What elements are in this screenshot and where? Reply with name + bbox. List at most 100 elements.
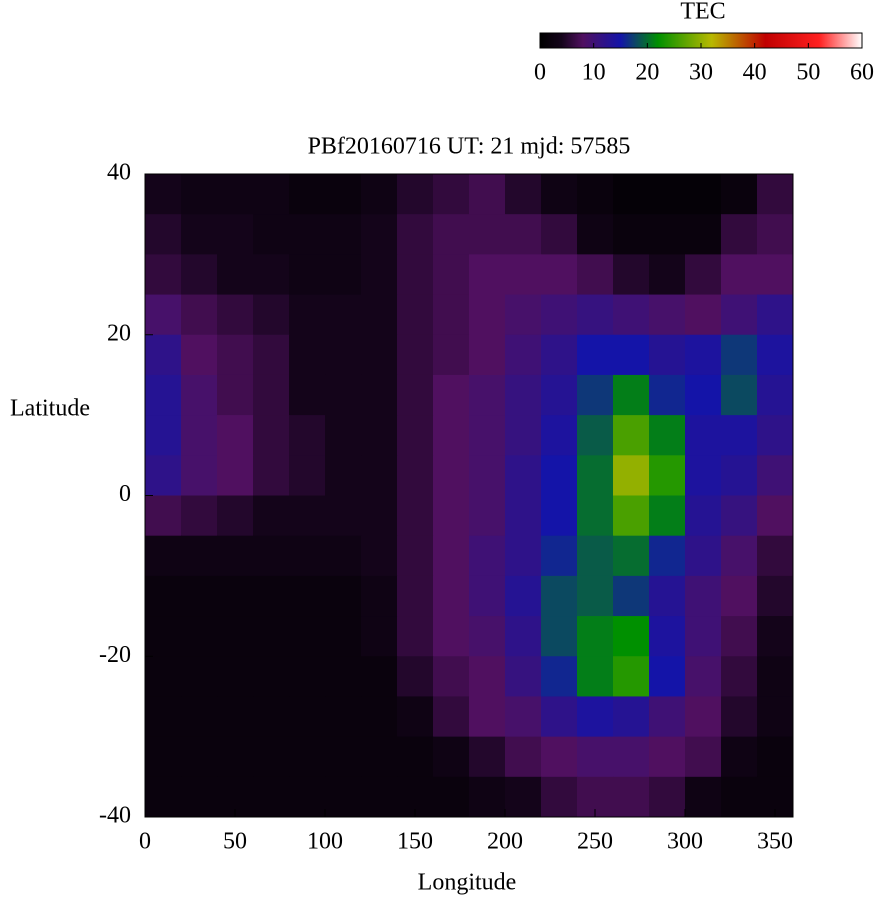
heatmap-cell — [577, 575, 614, 617]
y-tick-label: 20 — [107, 320, 131, 346]
heatmap-cell — [289, 656, 326, 697]
heatmap-cell — [217, 736, 254, 778]
heatmap-cell — [469, 616, 506, 657]
heatmap-cell — [217, 334, 254, 376]
heatmap-cell — [433, 374, 470, 416]
heatmap-cell — [181, 495, 218, 537]
heatmap-cell — [721, 616, 758, 657]
heatmap-cell — [613, 334, 650, 376]
heatmap-cell — [253, 656, 290, 697]
heatmap-cell — [145, 254, 182, 296]
heatmap-cell — [757, 616, 794, 657]
heatmap-cell — [649, 374, 686, 416]
heatmap-cell — [685, 415, 722, 456]
heatmap-cell — [145, 535, 182, 577]
heatmap-cell — [649, 415, 686, 456]
heatmap-cell — [181, 254, 218, 296]
heatmap-cell — [505, 616, 542, 657]
heatmap-cell — [433, 776, 470, 818]
heatmap-cell — [613, 415, 650, 456]
heatmap-cell — [469, 174, 506, 215]
x-tick-label: 0 — [139, 829, 151, 855]
heatmap-cell — [145, 334, 182, 376]
heatmap-cell — [577, 374, 614, 416]
heatmap-cell — [721, 374, 758, 416]
heatmap-cell — [757, 575, 794, 617]
heatmap-cell — [505, 696, 542, 738]
heatmap-cell — [181, 294, 218, 336]
heatmap-cell — [577, 535, 614, 577]
heatmap-cell — [721, 294, 758, 336]
heatmap-cell — [541, 455, 578, 496]
heatmap-cell — [397, 174, 434, 215]
heatmap-cell — [721, 455, 758, 496]
heatmap-cell — [361, 656, 398, 697]
heatmap-cell — [541, 254, 578, 296]
heatmap-cell — [325, 656, 362, 697]
heatmap-cell — [541, 736, 578, 778]
heatmap-cell — [577, 656, 614, 697]
heatmap-cell — [145, 776, 182, 818]
heatmap-cell — [361, 455, 398, 496]
heatmap-cell — [325, 455, 362, 496]
heatmap-cell — [577, 495, 614, 537]
heatmap-cell — [289, 616, 326, 657]
heatmap-cell — [181, 696, 218, 738]
heatmap-cell — [649, 455, 686, 496]
heatmap-cell — [145, 455, 182, 496]
heatmap-cell — [253, 776, 290, 818]
heatmap-cell — [469, 495, 506, 537]
heatmap-cell — [685, 334, 722, 376]
heatmap-cell — [685, 696, 722, 738]
heatmap-cell — [361, 696, 398, 738]
heatmap-cell — [397, 214, 434, 255]
x-tick-label: 50 — [223, 829, 247, 855]
colorbar-tick-label: 40 — [743, 60, 767, 86]
heatmap-cell — [325, 736, 362, 778]
heatmap-cell — [253, 575, 290, 617]
heatmap-cell — [181, 214, 218, 255]
heatmap-cell — [253, 415, 290, 456]
heatmap-cell — [613, 575, 650, 617]
chart-title: PBf20160716 UT: 21 mjd: 57585 — [308, 134, 631, 160]
heatmap-cell — [541, 174, 578, 215]
heatmap-cell — [361, 415, 398, 456]
heatmap-cell — [397, 736, 434, 778]
heatmap-cell — [613, 696, 650, 738]
heatmap-cell — [253, 174, 290, 215]
heatmap-cell — [361, 254, 398, 296]
heatmap-cell — [505, 776, 542, 818]
heatmap-cell — [181, 776, 218, 818]
heatmap-cell — [289, 214, 326, 255]
heatmap-cell — [433, 214, 470, 255]
y-tick-label: 40 — [107, 160, 131, 186]
heatmap-cell — [649, 696, 686, 738]
colorbar-tick-label: 50 — [796, 60, 820, 86]
heatmap-cell — [757, 174, 794, 215]
heatmap-cell — [649, 334, 686, 376]
heatmap-cell — [397, 455, 434, 496]
heatmap-cell — [397, 696, 434, 738]
heatmap-cell — [397, 495, 434, 537]
heatmap-cell — [685, 294, 722, 336]
heatmap-cell — [397, 294, 434, 336]
heatmap-cell — [613, 214, 650, 255]
heatmap-cell — [649, 776, 686, 818]
heatmap-cell — [253, 294, 290, 336]
heatmap-cell — [649, 656, 686, 697]
heatmap-cell — [253, 616, 290, 657]
heatmap-cell — [181, 374, 218, 416]
heatmap-cell — [721, 656, 758, 697]
heatmap-cell — [397, 415, 434, 456]
heatmap-cell — [145, 575, 182, 617]
heatmap-cell — [757, 334, 794, 376]
heatmap-cell — [757, 656, 794, 697]
heatmap-cell — [217, 495, 254, 537]
heatmap-cell — [685, 214, 722, 255]
heatmap-cell — [721, 696, 758, 738]
heatmap-cell — [361, 374, 398, 416]
heatmap-cell — [253, 495, 290, 537]
heatmap-cell — [397, 656, 434, 697]
heatmap-cell — [361, 575, 398, 617]
heatmap-cell — [721, 214, 758, 255]
